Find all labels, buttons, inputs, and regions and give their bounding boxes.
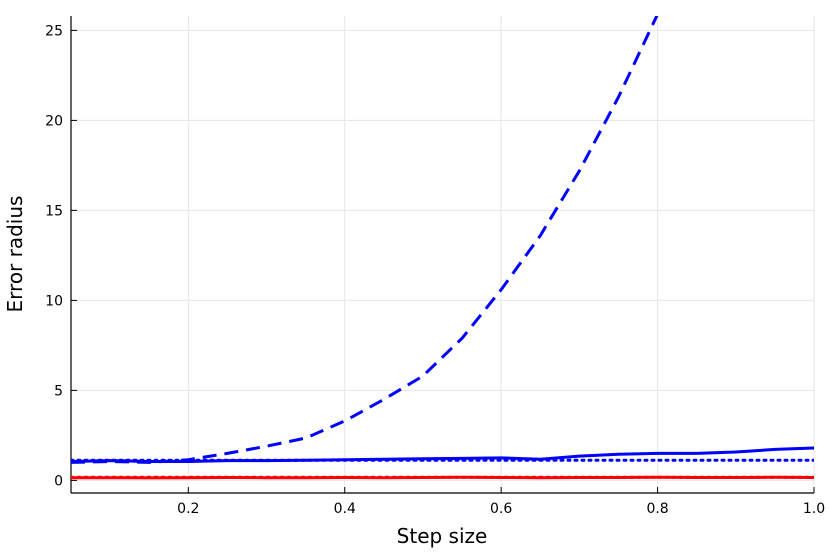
- y-tick-label: 5: [54, 383, 63, 399]
- y-axis-label: Error radius: [3, 196, 27, 313]
- y-tick-label: 25: [45, 23, 63, 39]
- axes: [70, 16, 814, 494]
- y-tick-label: 10: [45, 293, 63, 309]
- x-tick-labels: 0.2 0.4 0.6 0.8 1.0: [177, 501, 825, 517]
- y-tick-label: 0: [54, 473, 63, 489]
- series-line-1-dashed: [71, 16, 659, 464]
- series-line-2-solid: [71, 446, 814, 463]
- y-tick-label: 20: [45, 113, 63, 129]
- x-tick-label: 1.0: [803, 501, 825, 517]
- x-tick-label: 0.6: [490, 501, 512, 517]
- series: [71, 16, 814, 480]
- y-tick-labels: 0 5 10 15 20 25: [45, 23, 63, 489]
- grid: [71, 16, 815, 493]
- x-tick-label: 0.4: [334, 501, 356, 517]
- x-tick-label: 0.8: [646, 501, 668, 517]
- tick-marks: [71, 29, 815, 493]
- x-axis-label: Step size: [397, 524, 488, 548]
- x-tick-label: 0.2: [177, 501, 199, 517]
- y-tick-label: 15: [45, 203, 63, 219]
